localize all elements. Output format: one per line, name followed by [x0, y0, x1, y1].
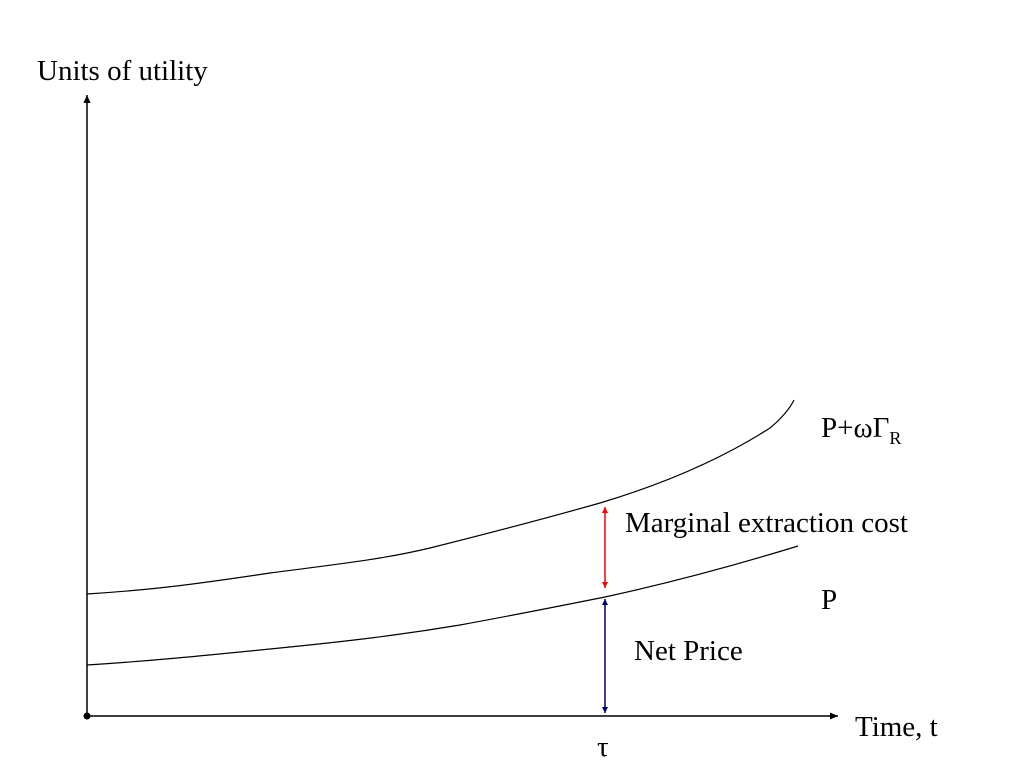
marginal-cost-label: Marginal extraction cost	[625, 507, 908, 539]
tau-marker-label: τ	[597, 731, 609, 763]
upper-curve	[86, 399, 795, 595]
origin-dot	[83, 712, 91, 720]
upper-curve-label-subscript: R	[889, 428, 902, 448]
lower-curve-label: P	[821, 584, 838, 616]
upper-curve-label: P+ωΓR	[821, 412, 901, 448]
net-price-label: Net Price	[634, 635, 743, 667]
y-axis-label: Units of utility	[37, 55, 208, 87]
lower-curve	[86, 545, 799, 666]
x-axis-label: Time, t	[855, 711, 938, 743]
upper-curve-label-main: P+ωΓ	[821, 412, 890, 444]
